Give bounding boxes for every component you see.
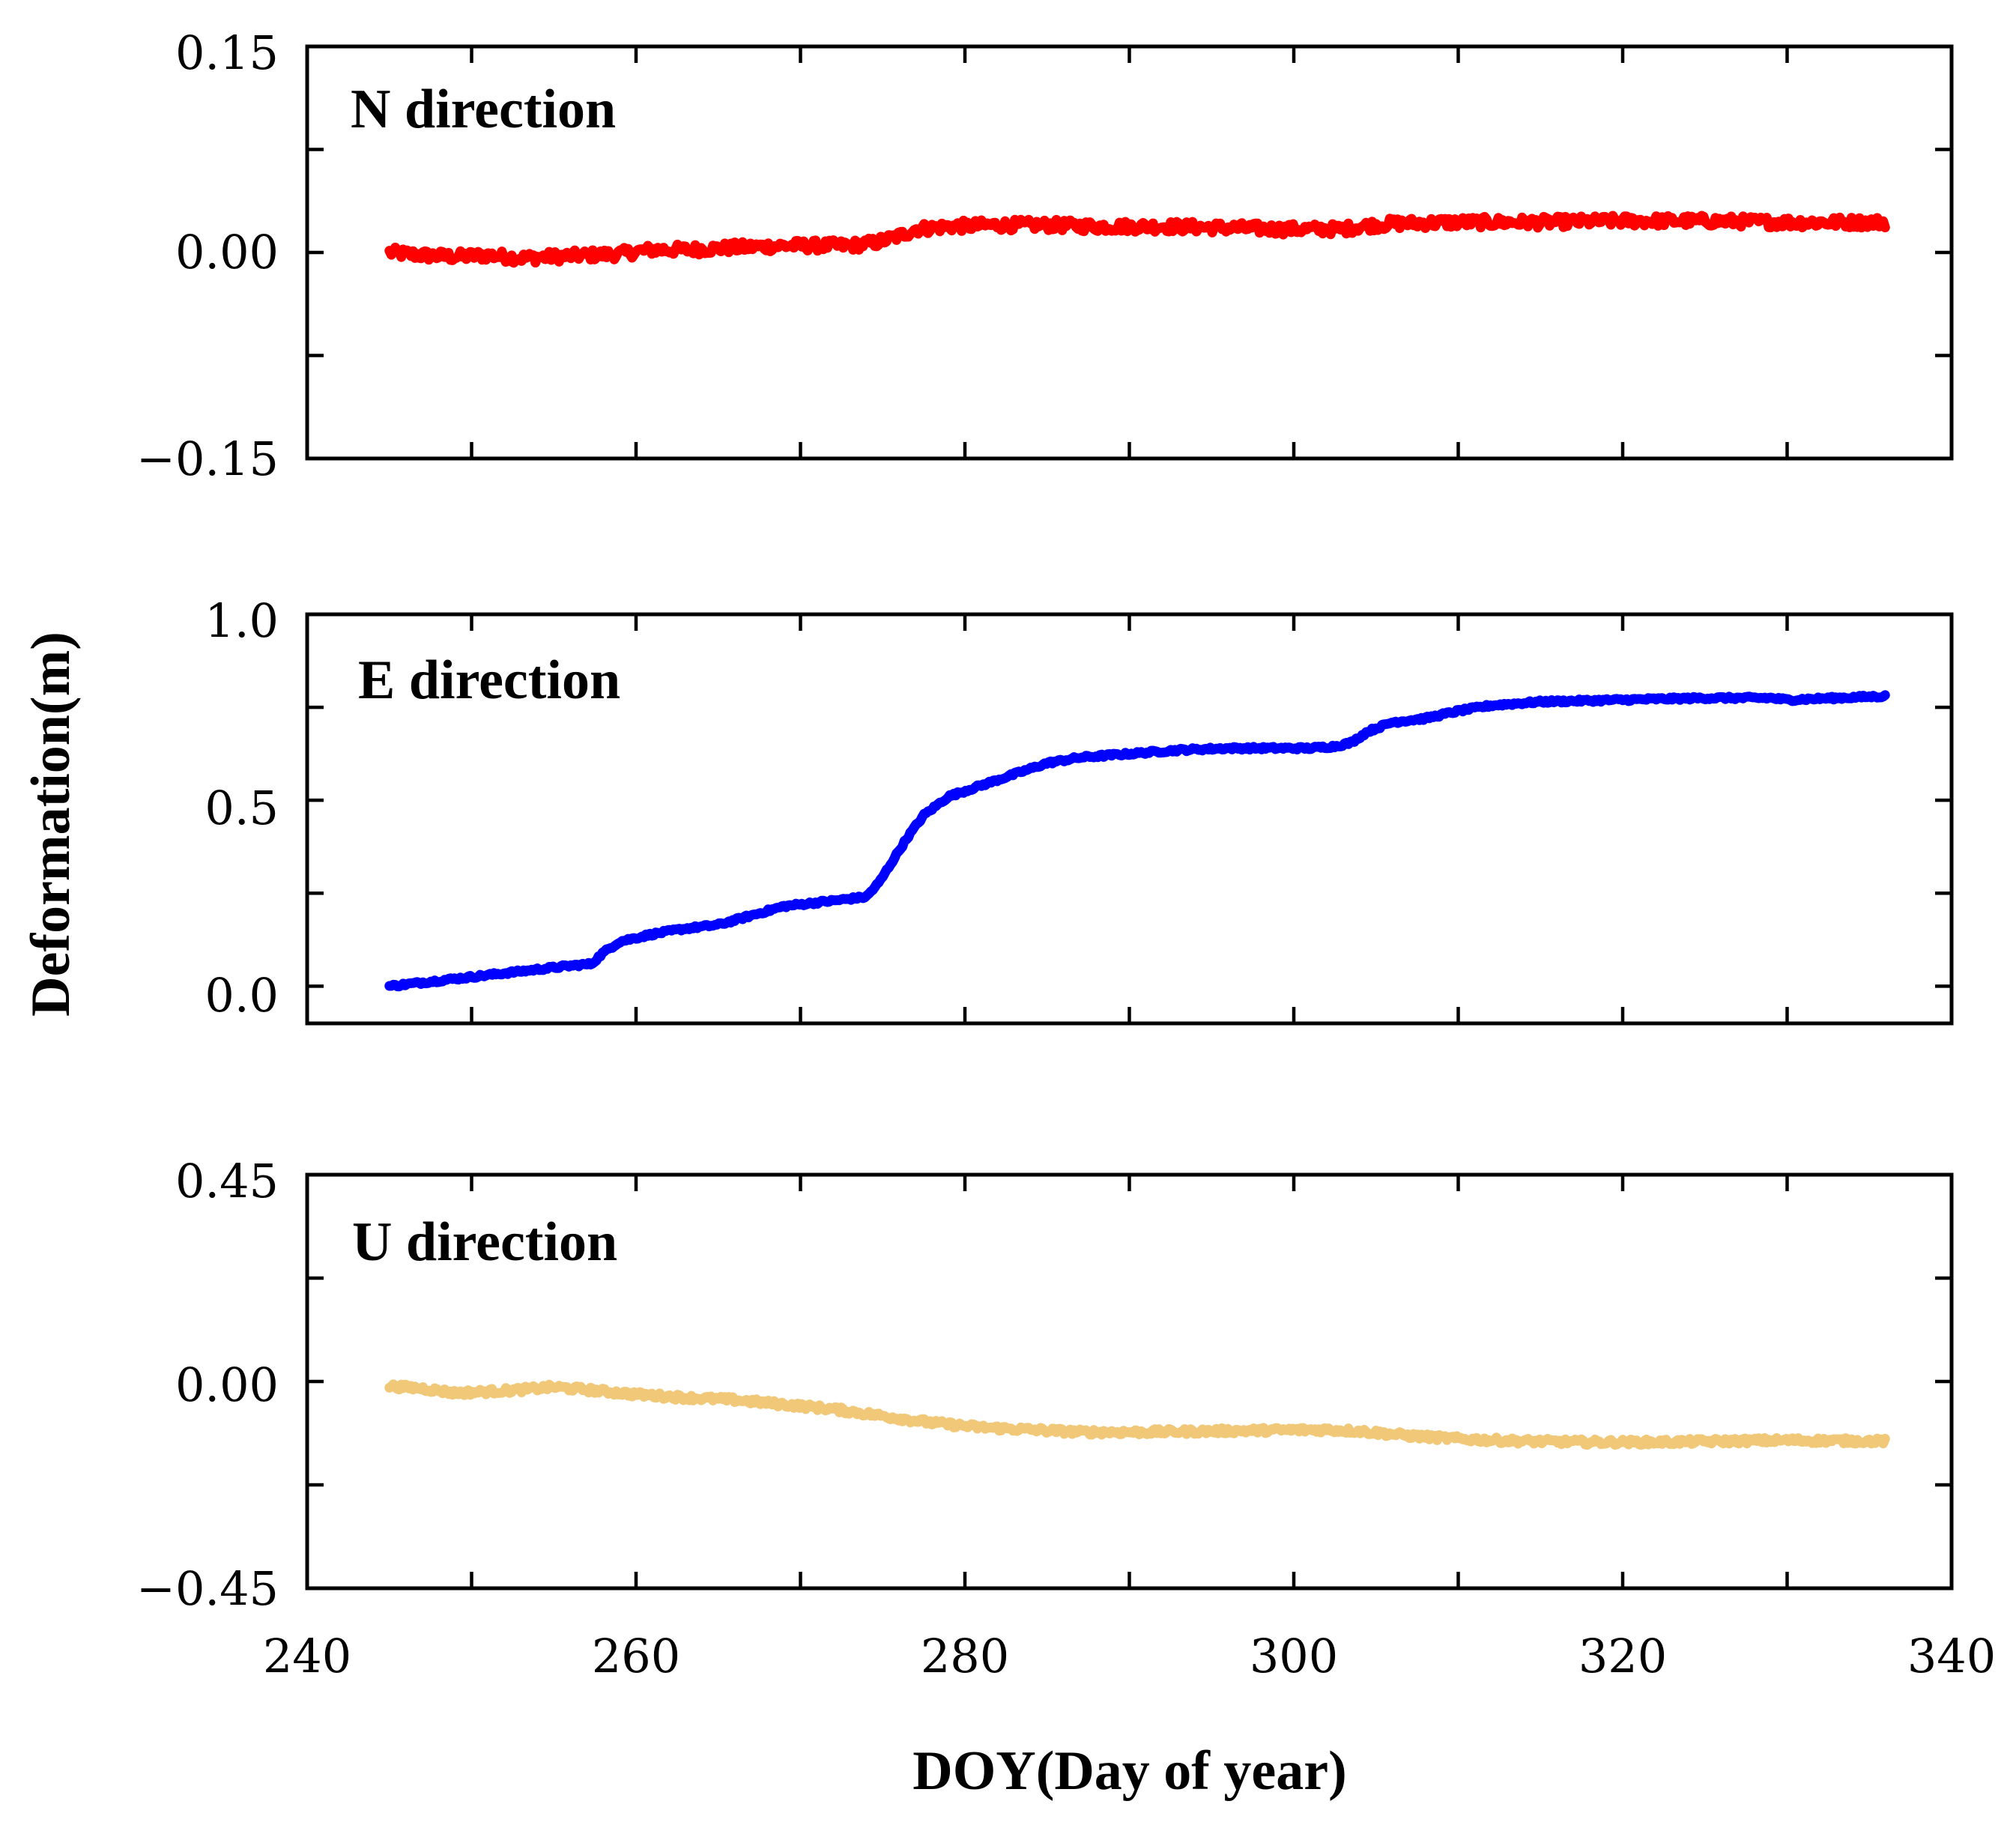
xtick-label: 300 — [1250, 1629, 1338, 1683]
panel-u-ytick-label: 0.00 — [175, 1358, 279, 1412]
panel-u-ytick-label: −0.45 — [136, 1561, 279, 1616]
series-line-n-direction — [384, 211, 1890, 268]
panel-e-title: E direction — [358, 650, 620, 711]
xtick-label: 260 — [592, 1629, 680, 1683]
panel-n-series — [384, 211, 1890, 268]
panel-u-ytick-labels: 0.45 0.00 −0.45 — [136, 1154, 279, 1616]
panel-n: 0.15 0.00 −0.15 N direction — [136, 25, 1954, 486]
panel-n-title: N direction — [351, 79, 616, 140]
series-line-e-direction — [384, 690, 1890, 992]
panel-e-ytick-label: 1.0 — [205, 593, 279, 648]
x-axis-title: DOY(Day of year) — [912, 1740, 1347, 1802]
panel-u-series — [384, 1379, 1890, 1450]
panel-n-ytick-label: −0.15 — [136, 432, 279, 486]
panel-e-ticks — [305, 612, 1954, 1023]
xtick-label: 240 — [263, 1629, 351, 1683]
x-tick-labels: 240 260 280 300 320 340 — [263, 1629, 1996, 1683]
panel-e-series — [384, 690, 1890, 992]
xtick-label: 280 — [921, 1629, 1009, 1683]
panel-e: 1.0 0.5 0.0 E direction — [205, 593, 1954, 1026]
panel-u-ytick-label: 0.45 — [175, 1154, 279, 1208]
panel-e-ytick-label: 0.5 — [205, 781, 279, 835]
panel-e-ytick-labels: 1.0 0.5 0.0 — [205, 593, 279, 1023]
y-axis-title: Deformation(m) — [20, 632, 82, 1017]
panel-n-ytick-label: 0.15 — [175, 25, 279, 80]
panel-n-ytick-label: 0.00 — [175, 225, 279, 279]
panel-n-ytick-labels: 0.15 0.00 −0.15 — [136, 25, 279, 486]
panel-u-title: U direction — [352, 1211, 617, 1273]
panel-u-ticks — [305, 1172, 1954, 1591]
panel-e-ytick-label: 0.0 — [205, 968, 279, 1023]
series-line-u-direction — [384, 1379, 1890, 1450]
xtick-label: 320 — [1578, 1629, 1667, 1683]
panel-u: 0.45 0.00 −0.45 U direction 240 260 280 … — [136, 1154, 1996, 1683]
panel-n-ticks — [305, 44, 1954, 461]
xtick-label: 340 — [1907, 1629, 1996, 1683]
